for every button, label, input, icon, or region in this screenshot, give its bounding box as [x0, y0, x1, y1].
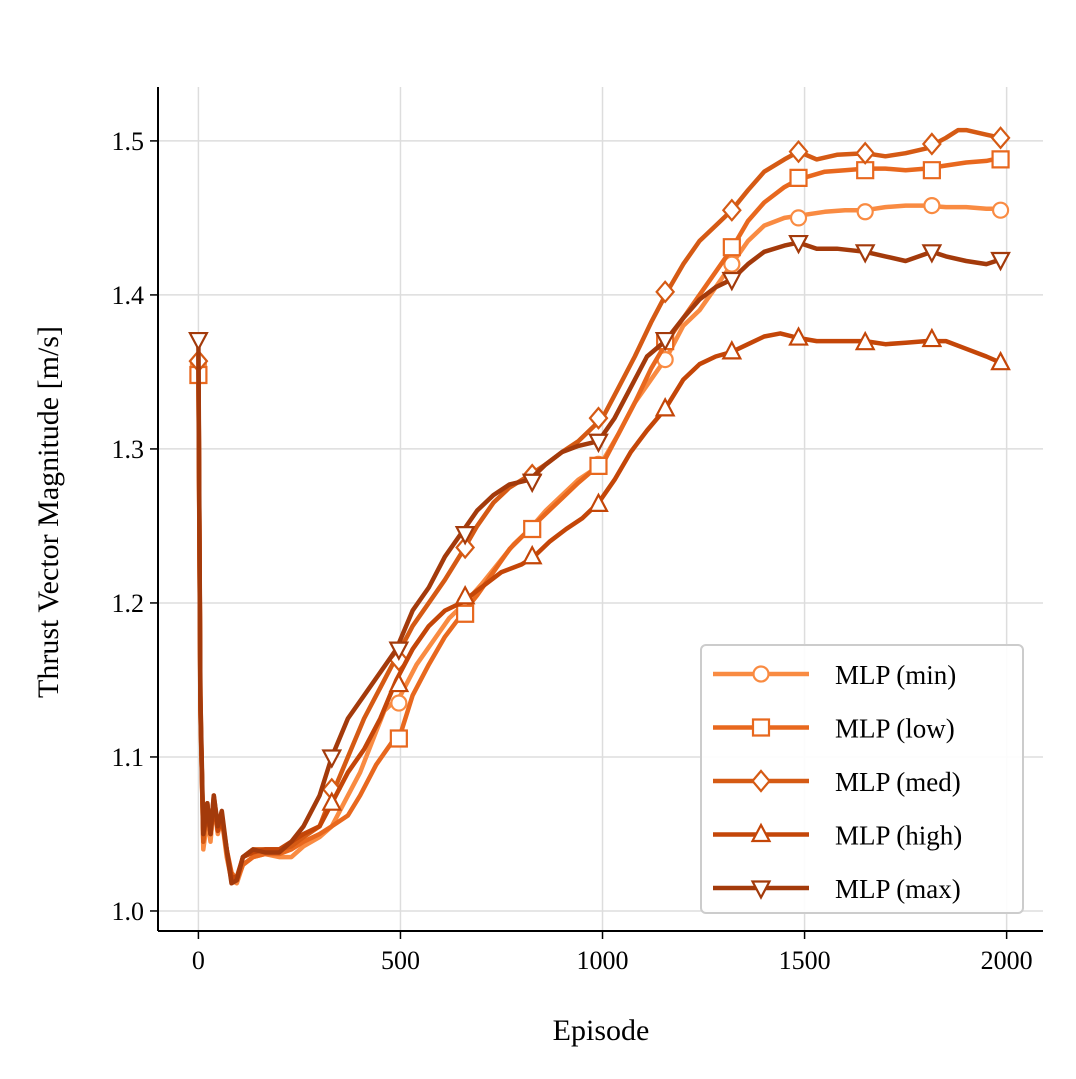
data-point	[854, 330, 876, 351]
data-point	[588, 433, 609, 454]
data-point	[788, 139, 809, 164]
series-layer	[188, 126, 1011, 886]
x-tick-label: 1000	[577, 946, 629, 975]
data-point	[922, 161, 941, 180]
y-tick-label: 1.0	[112, 897, 145, 926]
legend: MLP (min) MLP (low) MLP (med) MLP (high) MLP…	[700, 644, 1024, 914]
data-point	[654, 331, 676, 352]
legend-marker	[750, 822, 772, 843]
data-point	[455, 535, 476, 560]
legend-marker	[752, 665, 770, 683]
data-point	[655, 280, 676, 304]
legend-label: MLP (max)	[835, 874, 961, 904]
data-point	[521, 473, 543, 494]
data-point	[990, 350, 1011, 371]
data-point	[721, 340, 743, 360]
legend-label: MLP (min)	[835, 660, 956, 690]
data-point	[390, 694, 408, 712]
x-tick-label: 2000	[981, 946, 1033, 975]
legend-entry: MLP (low)	[713, 714, 955, 744]
data-point	[855, 141, 876, 165]
legend-label: MLP (med)	[835, 767, 961, 797]
x-axis-title: Episode	[553, 1014, 650, 1047]
legend-marker	[751, 718, 771, 737]
series-line	[196, 240, 1003, 886]
data-point	[722, 238, 741, 257]
x-tick-label: 0	[192, 946, 205, 975]
legend-entry: MLP (high)	[713, 821, 962, 851]
data-point	[388, 672, 410, 693]
data-point	[454, 526, 476, 546]
data-point	[921, 132, 942, 156]
data-point	[921, 327, 943, 348]
x-tick-label: 500	[381, 946, 420, 975]
data-point	[523, 519, 542, 539]
y-tick-label: 1.1	[112, 743, 145, 772]
data-point	[990, 126, 1011, 150]
data-point	[991, 150, 1010, 169]
data-point	[991, 201, 1010, 219]
data-point	[588, 406, 609, 430]
series-line	[196, 331, 1003, 880]
data-point	[788, 234, 809, 255]
data-point	[456, 604, 475, 623]
data-point	[521, 544, 543, 565]
legend-entry: MLP (min)	[713, 660, 956, 690]
legend-marker	[751, 769, 771, 793]
data-point	[721, 271, 743, 292]
legend-entry: MLP (max)	[713, 874, 961, 904]
data-point	[723, 255, 741, 273]
data-point	[654, 397, 676, 417]
data-point	[921, 244, 943, 264]
data-point	[721, 198, 742, 222]
data-point	[788, 326, 809, 346]
axes	[157, 87, 1043, 932]
legend-entry: MLP (med)	[713, 767, 961, 797]
data-point	[923, 196, 941, 215]
legend-box	[700, 644, 1024, 914]
y-axis-title: Thrust Vector Magnitude [m/s]	[32, 326, 65, 698]
data-point	[789, 168, 808, 187]
data-point	[789, 209, 808, 227]
data-point	[856, 203, 874, 221]
data-point	[321, 791, 343, 811]
data-point	[188, 331, 209, 352]
data-point	[454, 584, 476, 605]
data-point	[321, 749, 343, 769]
data-point	[990, 251, 1011, 272]
data-point	[588, 492, 609, 512]
y-tick-label: 1.4	[112, 281, 145, 310]
data-point	[389, 729, 408, 748]
x-tick-label: 1500	[779, 946, 831, 975]
ticks: 0 500 1000 1500 2000 1.0 1.1 1.2 1.3 1.4 1.5	[112, 127, 1033, 975]
legend-label: MLP (low)	[835, 714, 955, 744]
series-mlp-max	[188, 234, 1011, 886]
data-point	[589, 456, 608, 475]
y-tick-label: 1.5	[112, 127, 145, 156]
legend-label: MLP (high)	[835, 821, 962, 851]
data-point	[854, 244, 876, 264]
y-tick-label: 1.2	[112, 589, 145, 618]
series-mlp-high	[196, 326, 1011, 880]
y-tick-label: 1.3	[112, 435, 145, 464]
data-point	[388, 641, 410, 661]
data-point	[856, 161, 875, 180]
legend-marker	[750, 880, 772, 900]
